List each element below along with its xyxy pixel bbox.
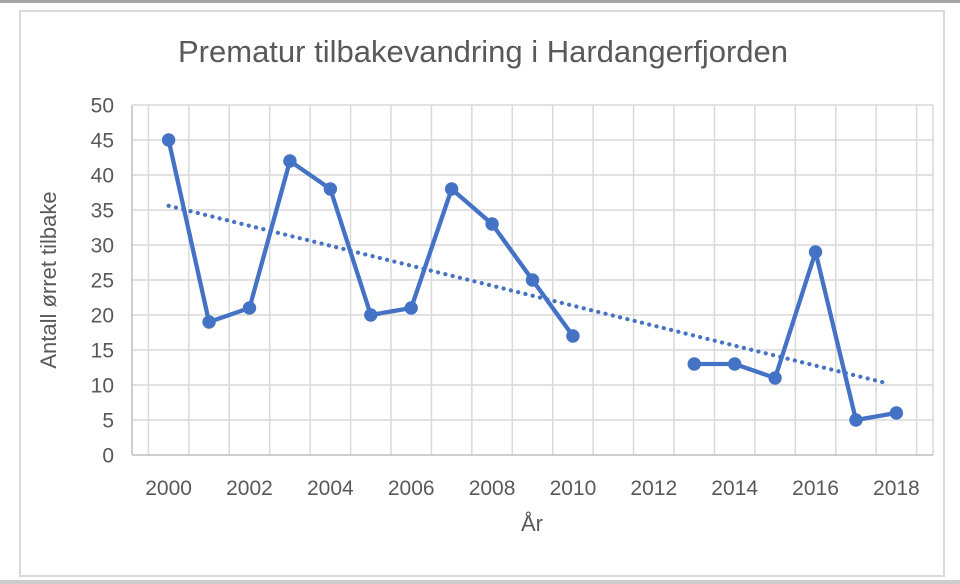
window-bottom-edge [0, 580, 960, 584]
x-tick-label: 2000 [145, 477, 192, 500]
y-tick-label: 15 [91, 340, 114, 363]
x-tick-label: 2012 [630, 477, 677, 500]
x-tick-label: 2006 [388, 477, 435, 500]
window-top-edge [0, 0, 960, 3]
x-tick-label: 2004 [307, 477, 354, 500]
data-point [242, 301, 257, 315]
data-point [687, 357, 701, 371]
data-point [889, 406, 904, 420]
data-point [808, 245, 823, 259]
y-tick-label: 35 [91, 200, 114, 223]
chart-title: Prematur tilbakevandring i Hardangerfjor… [178, 34, 788, 69]
data-point [444, 182, 459, 196]
x-tick-label: 2010 [550, 477, 597, 500]
y-tick-label: 30 [91, 235, 114, 258]
x-tick-label: 2002 [226, 477, 273, 500]
data-point [727, 357, 742, 371]
data-point [161, 133, 176, 147]
data-series-line [692, 249, 899, 423]
x-tick-label: 2008 [469, 477, 516, 500]
data-point [323, 182, 338, 196]
data-point [849, 413, 863, 427]
x-axis-title: År [521, 511, 543, 536]
data-point [525, 273, 540, 287]
y-tick-label: 25 [91, 270, 114, 293]
x-tick-label: 2016 [792, 477, 839, 500]
y-tick-label: 40 [91, 165, 114, 188]
y-tick-label: 50 [91, 95, 114, 118]
y-axis-title: Antall ørret tilbake [36, 191, 61, 369]
data-point [485, 217, 499, 231]
y-tick-label: 5 [102, 410, 114, 433]
data-point [283, 154, 297, 168]
data-point [364, 308, 378, 322]
data-point [404, 301, 418, 315]
x-tick-label: 2018 [873, 477, 920, 500]
y-tick-label: 20 [91, 305, 114, 328]
data-point [202, 315, 216, 329]
y-tick-label: 0 [102, 445, 114, 468]
data-point [566, 329, 580, 343]
y-tick-label: 45 [91, 130, 114, 153]
x-tick-label: 2014 [711, 477, 758, 500]
y-tick-label: 10 [91, 375, 114, 398]
data-point [768, 371, 782, 385]
